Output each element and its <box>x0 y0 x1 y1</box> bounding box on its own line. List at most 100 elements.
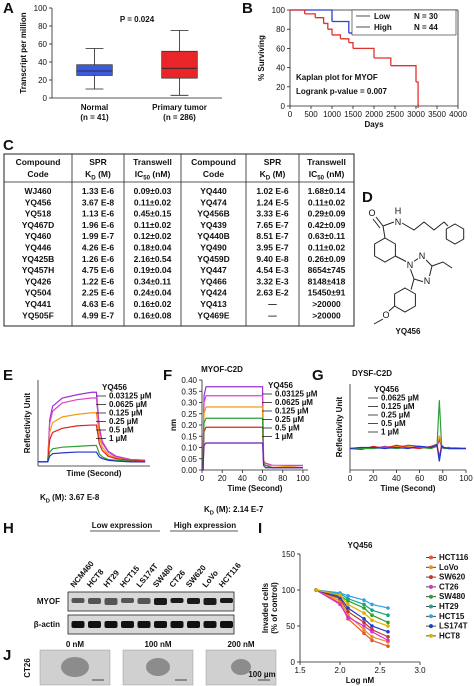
point <box>346 615 350 620</box>
atom-label: N <box>419 251 426 261</box>
survival-step <box>304 13 316 18</box>
x-tick-label: 3500 <box>428 110 446 119</box>
legend-label: LoVo <box>439 563 459 572</box>
y-axis-title: % Surviving <box>257 35 266 81</box>
table-cell: 4.54 E-3 <box>256 265 288 275</box>
legend-label: 0.25 µM <box>381 411 410 420</box>
table-header-sub: D <box>266 175 271 182</box>
series-line <box>315 589 389 641</box>
table-cell: 15450±91 <box>308 288 346 298</box>
table-cell: 2.25 E-6 <box>82 288 114 298</box>
y-tick-label: 100 <box>282 586 296 595</box>
survival-step <box>348 41 354 49</box>
legend-label: 0.03125 µM <box>275 390 318 399</box>
condition-label: 0 nM <box>66 640 85 649</box>
table-cell: 0.11±0.02 <box>308 197 346 207</box>
legend-label: 0.125 µM <box>109 409 143 418</box>
point <box>346 609 350 614</box>
table-cell: 1.02 E-6 <box>256 186 288 196</box>
table-cell: WJ460 <box>25 186 52 196</box>
point <box>386 624 390 628</box>
survival-step <box>327 28 333 35</box>
series-line <box>315 589 389 609</box>
x-tick-label: 20 <box>369 474 378 483</box>
blot-band <box>121 621 134 628</box>
table-cell: >20000 <box>312 310 341 320</box>
legend-marker <box>429 604 433 609</box>
table-header-part: K <box>85 169 92 179</box>
table-cell: YQ440 <box>200 186 227 196</box>
lane-label: HT29 <box>102 568 122 589</box>
legend-marker <box>429 624 433 629</box>
y-tick-label: 0 <box>43 94 48 103</box>
table-cell: — <box>268 310 277 320</box>
x-tick-label: 2500 <box>386 110 404 119</box>
x-tick-label: 2.0 <box>334 666 346 675</box>
x-tick-label: 4000 <box>449 110 467 119</box>
table-cell: 0.42±0.09 <box>308 220 346 230</box>
blot-strip <box>67 591 235 612</box>
legend-label: SW620 <box>439 573 466 582</box>
panel-label: A <box>3 0 14 17</box>
legend-label: High <box>374 23 392 32</box>
blot-band <box>154 621 167 628</box>
legend-label: 0.5 µM <box>275 424 300 433</box>
table-cell: 1.33 E-6 <box>82 186 114 196</box>
group-label: Low expression <box>92 521 153 530</box>
legend-label: HCT116 <box>439 553 469 562</box>
legend-label: 0.5 µM <box>381 419 406 428</box>
table-cell: YQ505F <box>22 310 54 320</box>
table-header: SPR <box>264 157 281 167</box>
table-cell: 1.96 E-6 <box>82 220 114 230</box>
point <box>370 613 374 617</box>
table-cell: YQ456B <box>197 209 230 219</box>
legend-marker <box>429 614 433 619</box>
y-tick-label: 0.35 <box>181 387 197 396</box>
blot-band <box>121 598 134 603</box>
kd-label-sub: D <box>46 499 50 505</box>
chart-title: DYSF-C2D <box>352 369 392 378</box>
atom-label: O <box>382 310 389 320</box>
legend-note: N = 44 <box>414 23 438 32</box>
y-tick-label: 0.25 <box>181 410 197 419</box>
panel-label: I <box>258 520 262 537</box>
table-cell: — <box>268 299 277 309</box>
table-header-sub: 50 <box>317 175 324 182</box>
blot-band <box>170 621 184 628</box>
table-cell: 0.11±0.02 <box>134 197 172 207</box>
atom-label: N <box>424 276 431 286</box>
x-tick-label: 40 <box>392 474 401 483</box>
table-header-part: IC <box>309 169 318 179</box>
table-header: Code <box>27 169 49 179</box>
point <box>362 627 366 632</box>
point <box>346 596 350 601</box>
x-tick-label: 3000 <box>407 110 425 119</box>
panel-label: B <box>242 0 253 17</box>
annotation: Logrank p-value = 0.007 <box>296 87 387 96</box>
y-tick-label: 0.20 <box>181 421 197 430</box>
table-cell: YQ466 <box>200 276 227 286</box>
point <box>370 618 374 623</box>
table-cell: YQ439 <box>200 220 227 230</box>
blot-band <box>88 621 101 628</box>
x-axis-title: Time (Second) <box>381 484 436 493</box>
panel-label: J <box>3 647 11 664</box>
y-axis-title: Reflectivity Unit <box>335 396 344 457</box>
legend-label: 0.03125 µM <box>109 392 152 401</box>
y-tick-label: 80 <box>38 22 47 31</box>
x-tick-note: (n = 41) <box>80 113 109 122</box>
point <box>346 606 350 610</box>
box <box>76 64 113 76</box>
table-cell: 0.16±0.02 <box>134 299 172 309</box>
y-tick-label: 80 <box>276 25 285 34</box>
legend-note: N = 30 <box>414 12 438 21</box>
table-cell: 0.63±0.11 <box>308 231 346 241</box>
table-cell: 4.75 E-6 <box>82 265 114 275</box>
blot-band <box>88 598 101 604</box>
blot-band <box>187 621 200 628</box>
point <box>370 629 374 634</box>
table-cell: 0.11±0.02 <box>308 243 346 253</box>
table-cell: 0.19±0.04 <box>134 265 172 275</box>
series-line <box>315 589 389 647</box>
cell-cluster <box>61 657 89 677</box>
